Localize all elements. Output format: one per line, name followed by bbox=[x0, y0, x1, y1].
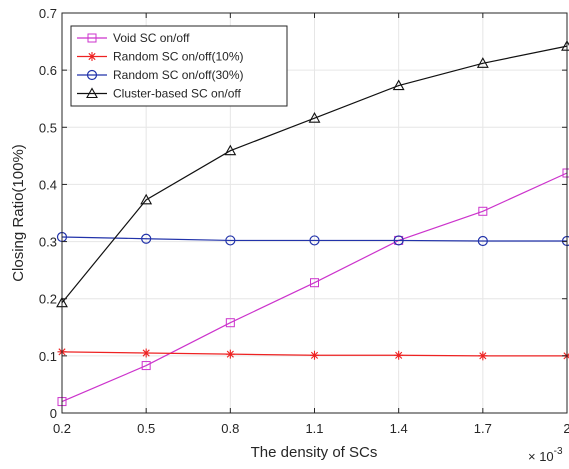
data-point-triangle bbox=[392, 79, 405, 91]
series-line bbox=[61, 236, 567, 242]
legend-item: Random SC on/off(10%) bbox=[77, 50, 244, 64]
grid bbox=[62, 13, 567, 413]
data-point-triangle bbox=[140, 193, 153, 205]
x-tick-label: 1.4 bbox=[390, 421, 408, 436]
legend-label: Cluster-based SC on/off bbox=[113, 87, 242, 101]
series-layer bbox=[56, 40, 569, 407]
legend-label: Void SC on/off bbox=[113, 31, 190, 45]
data-point-square bbox=[310, 278, 319, 288]
y-tick-label: 0.2 bbox=[39, 292, 57, 307]
x-tick-label: 1.1 bbox=[305, 421, 323, 436]
ticks: 0.2 0.5 0.8 1.1 1.4 1.7 2 0 0.1 0.2 0.3 0.4 0.5 0.6 0.… bbox=[39, 6, 569, 436]
data-point-square bbox=[141, 361, 151, 371]
legend-label: Random SC on/off(10%) bbox=[113, 50, 244, 64]
data-point-asterisk bbox=[394, 350, 404, 360]
legend-item: Random SC on/off(30%) bbox=[77, 68, 244, 82]
data-point-square bbox=[478, 206, 488, 216]
x-tick-label: 0.8 bbox=[221, 421, 239, 436]
series-line bbox=[61, 172, 568, 403]
data-point-triangle bbox=[476, 57, 489, 68]
legend-item: Cluster-based SC on/off bbox=[77, 87, 242, 101]
y-tick-label: 0.5 bbox=[39, 120, 57, 135]
data-point-asterisk bbox=[225, 349, 235, 359]
data-point-asterisk bbox=[141, 348, 151, 358]
data-point-circle bbox=[393, 235, 404, 246]
x-tick-label: 1.7 bbox=[474, 421, 492, 436]
x-axis-multiplier: × 10-3 bbox=[528, 446, 563, 464]
legend: Void SC on/off Random SC on/off(10%) Rando… bbox=[70, 25, 288, 107]
legend-label: Random SC on/off(30%) bbox=[113, 68, 244, 82]
data-point-circle bbox=[309, 235, 320, 246]
data-point-asterisk bbox=[87, 52, 97, 61]
data-point-square bbox=[87, 33, 97, 43]
data-point-asterisk bbox=[310, 350, 319, 360]
data-point-circle bbox=[477, 235, 488, 247]
series-square bbox=[57, 168, 569, 407]
x-axis-label: The density of SCs bbox=[251, 444, 378, 461]
y-tick-label: 0 bbox=[50, 406, 57, 421]
x-tick-label: 2 bbox=[563, 421, 569, 436]
series-line bbox=[61, 45, 568, 304]
data-point-triangle bbox=[308, 112, 321, 123]
y-tick-label: 0.1 bbox=[39, 349, 57, 364]
data-point-square bbox=[225, 318, 235, 328]
legend-item: Void SC on/off bbox=[77, 31, 190, 45]
y-axis-label: Closing Ratio(100%) bbox=[10, 144, 27, 282]
data-point-asterisk bbox=[478, 351, 488, 361]
y-tick-label: 0.4 bbox=[39, 177, 57, 192]
legend-box bbox=[70, 25, 288, 107]
data-point-triangle bbox=[86, 87, 98, 99]
data-point-circle bbox=[225, 235, 236, 246]
y-tick-label: 0.7 bbox=[39, 6, 57, 21]
x-axis-multiplier-base: × 10 bbox=[528, 449, 554, 464]
y-tick-label: 0.6 bbox=[39, 63, 57, 78]
data-point-circle bbox=[86, 69, 98, 81]
x-tick-label: 0.2 bbox=[53, 421, 71, 436]
data-point-triangle bbox=[224, 144, 237, 156]
data-point-circle bbox=[141, 233, 152, 244]
x-axis-multiplier-exponent: -3 bbox=[554, 446, 563, 457]
y-tick-label: 0.3 bbox=[39, 235, 57, 250]
x-tick-label: 0.5 bbox=[137, 421, 155, 436]
